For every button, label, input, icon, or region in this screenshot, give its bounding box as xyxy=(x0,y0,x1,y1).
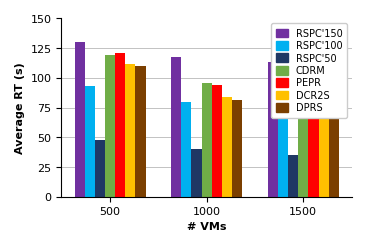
Bar xyxy=(329,104,339,197)
Bar xyxy=(125,64,135,197)
Bar xyxy=(222,97,232,197)
Bar xyxy=(232,101,242,197)
X-axis label: # VMs: # VMs xyxy=(187,222,226,232)
Bar xyxy=(278,116,288,197)
Bar xyxy=(135,66,146,197)
Bar xyxy=(288,155,298,197)
Bar xyxy=(75,43,85,197)
Legend: RSPC'150, RSPC'100, RSPC'50, CDRM, PEPR, DCR2S, DPRS: RSPC'150, RSPC'100, RSPC'50, CDRM, PEPR,… xyxy=(271,24,347,118)
Bar xyxy=(95,140,105,197)
Bar xyxy=(115,53,125,197)
Bar xyxy=(192,149,201,197)
Bar xyxy=(319,101,329,197)
Bar xyxy=(268,63,278,197)
Bar xyxy=(298,92,308,197)
Bar xyxy=(212,85,222,197)
Bar xyxy=(181,102,192,197)
Bar xyxy=(308,97,319,197)
Bar xyxy=(105,56,115,197)
Bar xyxy=(171,57,181,197)
Y-axis label: Average RT (s): Average RT (s) xyxy=(15,62,25,154)
Bar xyxy=(85,86,95,197)
Bar xyxy=(201,83,212,197)
